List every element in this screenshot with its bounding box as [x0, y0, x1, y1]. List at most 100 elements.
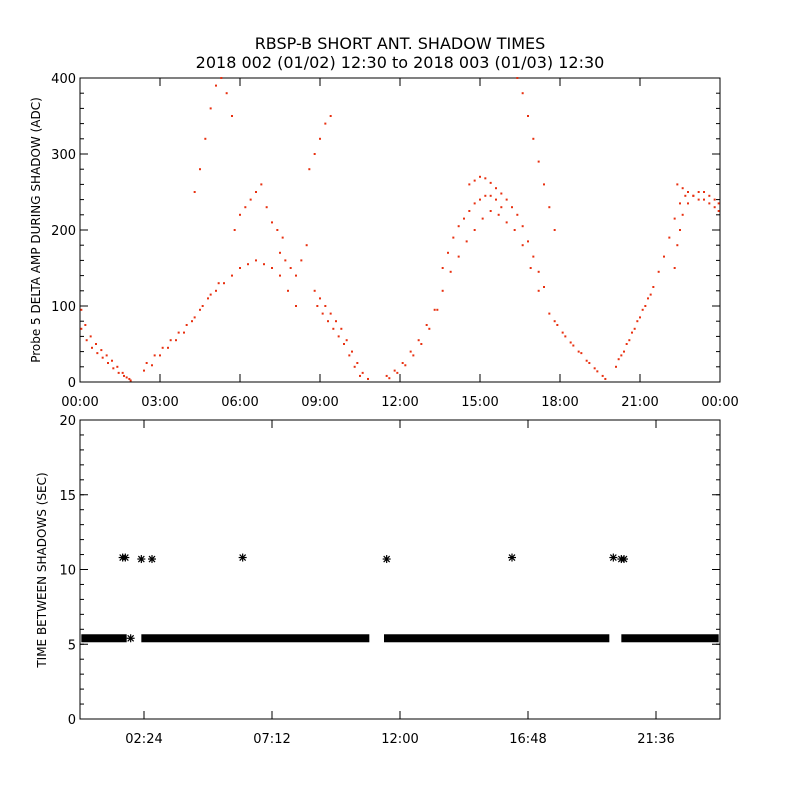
- data-point: [271, 267, 273, 269]
- data-point: [335, 320, 337, 323]
- data-point: [112, 367, 115, 370]
- data-point: [308, 168, 311, 171]
- data-point: [644, 305, 647, 307]
- data-point: [673, 217, 676, 220]
- data-point: [516, 213, 519, 216]
- y-tick-label: 0: [68, 376, 76, 391]
- data-point: [121, 553, 130, 562]
- bottom-y-axis-label: TIME BETWEEN SHADOWS (SEC): [35, 472, 49, 668]
- data-point: [628, 339, 631, 342]
- data-point: [593, 367, 596, 370]
- data-point: [708, 194, 711, 197]
- data-point: [401, 362, 404, 364]
- data-point: [529, 267, 532, 269]
- data-point: [673, 267, 676, 269]
- data-point: [508, 553, 516, 562]
- data-point: [143, 369, 145, 372]
- data-point: [497, 213, 500, 216]
- data-point: [601, 374, 604, 377]
- data-point: [100, 349, 103, 352]
- data-point: [244, 206, 247, 209]
- data-point: [449, 270, 452, 273]
- bottom-plot-frame: [79, 419, 721, 720]
- data-point: [101, 356, 104, 359]
- data-point: [193, 191, 196, 193]
- data-point: [687, 202, 689, 205]
- data-point: [117, 371, 120, 374]
- data-point: [185, 324, 188, 326]
- data-point: [393, 369, 396, 372]
- data-point: [697, 198, 700, 201]
- data-point: [281, 236, 284, 239]
- data-point: [123, 374, 125, 377]
- data-point: [505, 198, 508, 201]
- data-point: [620, 354, 623, 357]
- data-point: [385, 374, 388, 377]
- data-point: [225, 92, 228, 95]
- data-point: [516, 77, 519, 79]
- data-point: [223, 282, 225, 285]
- data-point: [367, 377, 369, 380]
- x-tick-label: 12:00: [381, 395, 418, 410]
- data-point: [500, 192, 503, 195]
- data-point: [684, 194, 687, 197]
- x-tick-label: 07:12: [253, 732, 290, 747]
- data-point: [159, 354, 161, 357]
- data-point: [556, 324, 559, 326]
- x-tick-label: 21:36: [637, 732, 674, 747]
- data-point: [279, 274, 281, 277]
- top-y-ticks: 0 100 200 300 400: [51, 72, 720, 391]
- data-point: [717, 210, 720, 212]
- data-point: [382, 555, 391, 564]
- data-point: [577, 350, 580, 353]
- data-point: [409, 350, 412, 353]
- data-point: [489, 181, 492, 184]
- data-point: [175, 339, 177, 342]
- data-point: [263, 263, 265, 266]
- x-tick-label: 00:00: [61, 395, 98, 410]
- data-point: [343, 343, 345, 345]
- data-point: [316, 305, 319, 307]
- data-point: [652, 286, 655, 288]
- data-point: [527, 115, 529, 117]
- baseline-band: [81, 634, 127, 643]
- data-point: [532, 137, 535, 140]
- data-point: [713, 198, 716, 201]
- data-point: [396, 371, 399, 374]
- y-tick-label: 15: [59, 489, 76, 504]
- data-point: [353, 365, 356, 368]
- data-point: [167, 346, 169, 349]
- x-tick-label: 09:00: [301, 395, 338, 410]
- data-point: [255, 191, 257, 193]
- data-point: [321, 312, 324, 315]
- data-point: [463, 217, 465, 220]
- data-point: [204, 137, 207, 140]
- data-point: [111, 359, 113, 362]
- data-point: [553, 229, 556, 231]
- data-point: [265, 206, 268, 209]
- data-point: [521, 225, 524, 228]
- data-point: [361, 371, 364, 374]
- data-point: [623, 350, 625, 353]
- data-point: [527, 240, 529, 243]
- data-point: [425, 324, 428, 326]
- data-point: [260, 183, 263, 186]
- data-point: [703, 198, 705, 201]
- data-point: [96, 352, 99, 355]
- bottom-panel: 02:24 07:12 12:00 16:48 21:36 0 5 10 15 20 TIME …: [35, 414, 721, 747]
- data-point: [489, 210, 492, 212]
- data-point: [495, 187, 497, 190]
- data-point: [238, 553, 247, 562]
- data-point: [329, 312, 332, 315]
- data-point: [89, 335, 92, 338]
- data-point: [319, 297, 321, 300]
- data-point: [126, 634, 135, 643]
- data-point: [271, 221, 273, 224]
- data-point: [452, 236, 455, 239]
- y-tick-label: 10: [59, 564, 76, 579]
- data-point: [313, 153, 316, 155]
- data-point: [191, 320, 193, 323]
- data-point: [532, 255, 535, 258]
- chart-subtitle: 2018 002 (01/02) 12:30 to 2018 003 (01/0…: [196, 53, 605, 72]
